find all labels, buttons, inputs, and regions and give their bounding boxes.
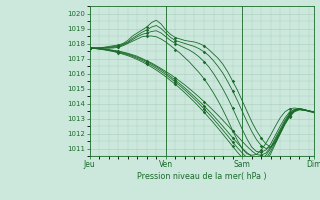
X-axis label: Pression niveau de la mer( hPa ): Pression niveau de la mer( hPa ) xyxy=(137,172,267,181)
